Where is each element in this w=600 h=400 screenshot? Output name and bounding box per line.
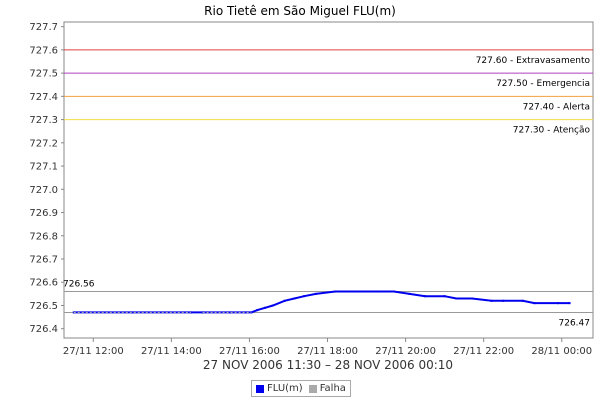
series-point-flu (533, 302, 536, 305)
threshold-label: 727.30 - Atenção (513, 126, 591, 136)
x-tick-label: 27/11 16:00 (219, 346, 280, 357)
legend-item-flu: FLU(m) (256, 383, 303, 394)
x-tick-label: 28/11 00:00 (531, 346, 592, 357)
y-tick-label: 726.7 (29, 255, 58, 266)
threshold-lines: 727.60 - Extravasamento 727.50 - Emergenc… (64, 49, 593, 136)
y-tick-label: 727.7 (29, 22, 58, 33)
series-point-flu (228, 311, 231, 314)
y-tick-label: 726.8 (29, 231, 58, 242)
series-point-flu (502, 299, 505, 302)
series-point-flu (556, 302, 559, 305)
series-point-flu (490, 299, 493, 302)
series-point-flu (283, 299, 286, 302)
y-axis: 726.4 726.5 726.6 726.7 726.8 726.9 727.0 727.1… (29, 22, 64, 335)
series-point-flu (303, 295, 306, 298)
series-point-flu (470, 297, 473, 300)
x-tick-label: 27/11 20:00 (375, 346, 436, 357)
y-tick-label: 727.1 (29, 162, 58, 173)
x-tick-label: 27/11 12:00 (63, 346, 124, 357)
x-tick-label: 27/11 22:00 (453, 346, 514, 357)
y-tick-label: 726.9 (29, 208, 58, 219)
legend-swatch-flu (256, 384, 264, 393)
series-point-flu (189, 311, 192, 314)
x-axis: 27/11 12:00 27/11 14:00 27/11 16:00 27/11 1… (63, 338, 592, 357)
y-tick-label: 727.0 (29, 185, 58, 196)
legend-label-flu: FLU(m) (267, 383, 303, 394)
y-tick-label: 726.6 (29, 278, 58, 289)
series-point-flu (443, 295, 446, 298)
series-point-flu (271, 304, 274, 307)
series-point-flu (131, 311, 134, 314)
threshold-label: 727.60 - Extravasamento (476, 56, 591, 66)
reference-label: 726.56 (63, 280, 95, 290)
y-tick-label: 727.4 (29, 92, 58, 103)
reference-label: 726.47 (559, 318, 591, 328)
series-point-flu (293, 297, 296, 300)
series-point-flu (256, 309, 259, 312)
series-point-flu (392, 290, 395, 293)
date-range-label: 27 NOV 2006 11:30 – 28 NOV 2006 00:10 (203, 358, 453, 372)
series-point-flu (314, 292, 317, 295)
series-point-flu (377, 290, 380, 293)
series-point-flu (334, 290, 337, 293)
series-point-flu (568, 302, 571, 305)
chart-title: Rio Tietê em São Miguel FLU(m) (204, 4, 396, 18)
plot-area (63, 21, 594, 339)
y-tick-label: 727.2 (29, 138, 58, 149)
series-point-flu (455, 297, 458, 300)
legend-item-falha: Falha (308, 383, 346, 394)
y-tick-label: 727.3 (29, 115, 58, 126)
x-tick-label: 27/11 14:00 (141, 346, 202, 357)
y-tick-label: 726.5 (29, 301, 58, 312)
legend-swatch-falha (308, 384, 317, 393)
threshold-label: 727.40 - Alerta (523, 102, 590, 112)
series-lines (72, 290, 571, 314)
y-tick-label: 727.5 (29, 69, 58, 80)
series-point-flu (353, 290, 356, 293)
series-point-flu (244, 311, 247, 314)
x-tick-label: 27/11 18:00 (297, 346, 358, 357)
series-point-flu (424, 295, 427, 298)
series-point-flu (264, 306, 267, 309)
legend: FLU(m) Falha (251, 380, 351, 397)
threshold-label: 727.50 - Emergencia (496, 79, 590, 89)
legend-label-falha: Falha (319, 383, 346, 394)
series-point-flu (408, 292, 411, 295)
y-tick-label: 727.6 (29, 45, 58, 56)
y-tick-label: 726.4 (29, 324, 58, 335)
series-point-flu (521, 299, 524, 302)
